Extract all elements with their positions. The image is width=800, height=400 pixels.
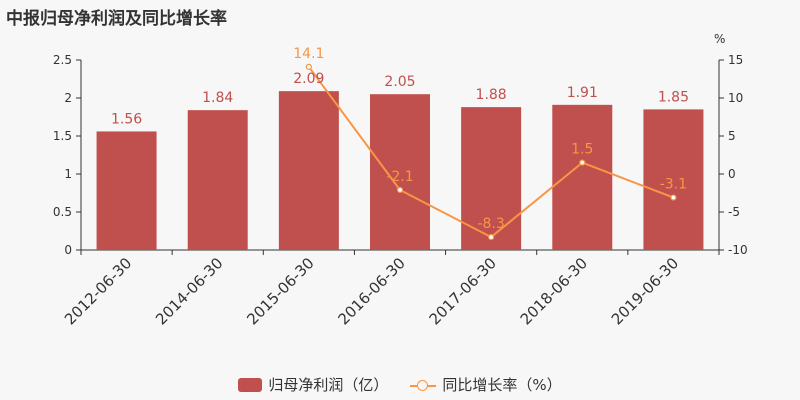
bar <box>643 109 704 251</box>
legend-item-profit[interactable]: 归母净利润（亿） <box>238 374 388 395</box>
bar-value-label: 1.84 <box>202 90 233 106</box>
line-swatch-marker <box>417 379 429 391</box>
x-tick-label: 2017-06-30 <box>426 254 500 328</box>
y-left-tick-label: 0 <box>64 243 72 257</box>
bar <box>552 104 613 250</box>
growth-point <box>670 194 677 201</box>
bar <box>278 91 339 250</box>
y-left-tick-label: 1.5 <box>53 129 72 143</box>
bar-value-label: 1.56 <box>111 111 142 127</box>
growth-point <box>396 186 404 194</box>
bar-value-label: 1.85 <box>658 89 689 105</box>
y-left-tick-label: 1 <box>64 167 72 181</box>
chart-title: 中报归母净利润及同比增长率 <box>6 9 227 29</box>
bar-value-label: 2.05 <box>384 74 415 90</box>
growth-point <box>488 233 495 241</box>
y-left-tick-label: 2.5 <box>53 53 72 67</box>
y-right-tick-label: 15 <box>728 53 743 67</box>
bar <box>187 110 248 250</box>
bar <box>370 94 430 250</box>
y-right-unit-label: % <box>714 32 725 46</box>
growth-value-label: -8.3 <box>477 216 504 232</box>
growth-value-label: -2.1 <box>386 169 413 185</box>
x-tick-label: 2016-06-30 <box>334 254 408 328</box>
y-right-tick-label: 10 <box>728 91 743 105</box>
legend: 归母净利润（亿） 同比增长率（%） <box>0 374 800 395</box>
bar-swatch-icon <box>238 377 263 392</box>
bar <box>96 131 157 250</box>
growth-value-label: 1.5 <box>571 142 593 158</box>
line-swatch-icon <box>410 378 437 392</box>
legend-label-growth: 同比增长率（%） <box>442 376 562 394</box>
bar-value-label: 2.09 <box>293 71 324 87</box>
x-tick-label: 2014-06-30 <box>152 254 226 328</box>
x-tick-label: 2018-06-30 <box>517 254 591 328</box>
growth-value-label: -3.1 <box>660 177 687 193</box>
x-tick-label: 2012-06-30 <box>61 254 135 328</box>
y-right-tick-label: -5 <box>728 205 740 219</box>
legend-label-profit: 归母净利润（亿） <box>268 376 389 394</box>
x-tick-label: 2015-06-30 <box>243 254 317 328</box>
bar-value-label: 1.88 <box>476 87 507 103</box>
growth-value-label: 14.1 <box>293 46 324 62</box>
x-tick-label: 2019-06-30 <box>608 254 682 328</box>
growth-point <box>579 159 586 166</box>
y-left-tick-label: 0.5 <box>53 205 72 219</box>
y-right-tick-label: 5 <box>728 129 736 143</box>
y-right-tick-label: 0 <box>728 167 736 181</box>
growth-point <box>305 63 312 70</box>
y-left-tick-label: 2 <box>64 91 72 105</box>
y-right-tick-label: -10 <box>728 243 748 257</box>
bar-value-label: 1.91 <box>567 85 598 101</box>
legend-item-growth[interactable]: 同比增长率（%） <box>410 374 562 395</box>
